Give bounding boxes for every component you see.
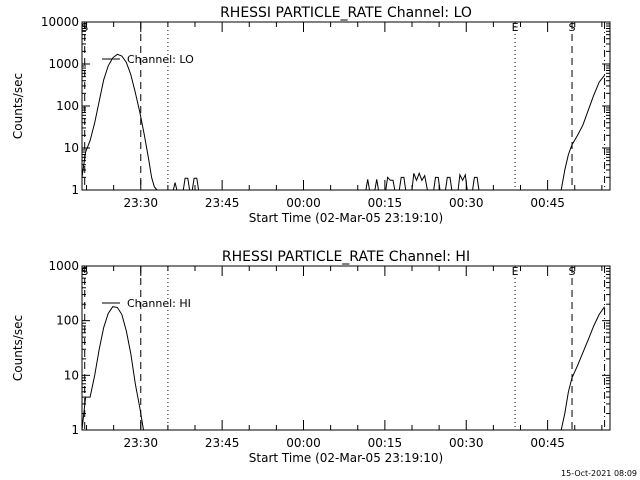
x-tick-label: 00:00 [286,196,321,210]
series-line-segment [385,176,396,191]
x-tick-label: 00:45 [530,436,565,450]
series-line-segment [445,176,453,191]
marker-label: S [81,265,88,278]
x-tick-label: 23:45 [205,196,240,210]
x-tick-label: 00:45 [530,196,565,210]
series-line-segment [191,177,200,191]
series-line-segment [433,176,441,191]
x-tick-label: 00:30 [449,196,484,210]
x-tick-label: 23:30 [123,436,158,450]
series-line-segment [182,177,191,191]
y-tick-label: 1000 [48,57,79,71]
series-line-segment [81,306,144,431]
x-axis-label: Start Time (02-Mar-05 23:19:10) [249,451,443,465]
series-line-segment [365,179,370,191]
series-line-segment [172,182,178,191]
y-tick-label: 10 [64,368,79,382]
series-line-segment [81,53,158,191]
y-axis-label: Counts/sec [11,315,25,381]
y-tick-label: 100 [56,314,79,328]
series-line-segment [457,173,468,191]
plots-container: RHESSI PARTICLE_RATE Channel: LO11010010… [11,5,611,465]
x-tick-label: 00:30 [449,436,484,450]
footer-timestamp: 15-Oct-2021 08:09 [561,469,637,478]
chart-1: RHESSI PARTICLE_RATE Channel: LO 1 10 100 10… [11,5,611,225]
legend-label: Channel: HI [127,297,191,310]
series-line-segment [411,171,428,191]
y-tick-label: 1 [71,183,79,197]
chart-title: RHESSI PARTICLE_RATE Channel: LO [220,5,472,21]
x-tick-label: 00:00 [286,436,321,450]
x-tick-label: 00:15 [368,196,403,210]
series-line-segment [560,306,606,431]
legend-label: Channel: LO [127,53,194,66]
x-tick-label: 23:45 [205,436,240,450]
x-tick-label: 23:30 [123,196,158,210]
chart-2: RHESSI PARTICLE_RATE Channel: HI 1 10 100 10… [11,249,611,465]
marker-label: S [569,265,576,278]
chart-title: RHESSI PARTICLE_RATE Channel: HI [222,249,470,265]
marker-label: S [569,21,576,34]
y-tick-label: 10000 [41,15,79,29]
y-axis-label: Counts/sec [11,73,25,139]
y-tick-label: 10 [64,141,79,155]
x-axis-label: Start Time (02-Mar-05 23:19:10) [249,211,443,225]
y-tick-label: 100 [56,99,79,113]
series-line-segment [472,176,480,191]
series-line-segment [374,179,379,191]
marker-label: E [512,21,519,34]
series-line-segment [560,74,605,191]
marker-label: E [512,265,519,278]
y-tick-label: 1 [71,423,79,437]
marker-label: S [81,21,88,34]
x-tick-label: 00:15 [368,436,403,450]
y-tick-label: 1000 [48,259,79,273]
plot-frame [81,265,611,431]
series-line-segment [398,176,407,191]
